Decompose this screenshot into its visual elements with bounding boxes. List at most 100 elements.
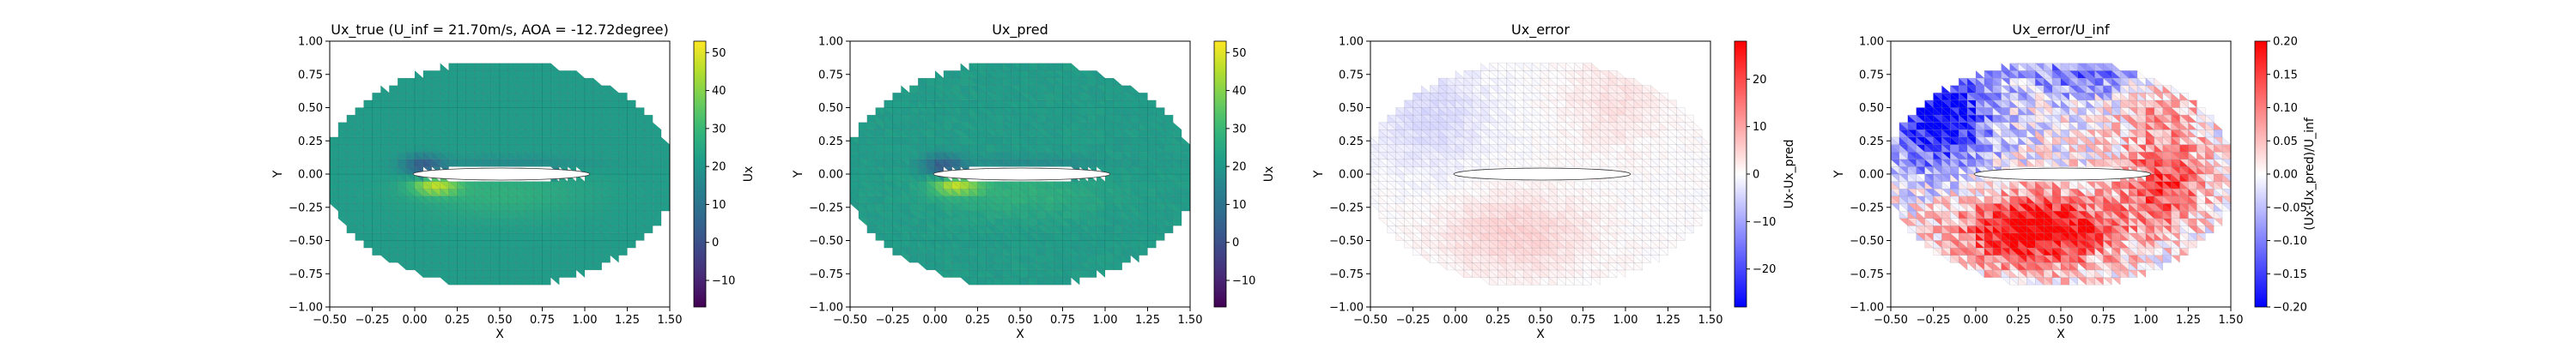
colorbar-tick-label: 40	[712, 85, 726, 98]
x-tick-label: 1.25	[615, 314, 640, 327]
x-tick-label: 0.25	[445, 314, 470, 327]
colorbar-tick-label: 50	[1232, 47, 1247, 60]
y-tick-label: −0.50	[809, 235, 843, 248]
x-tick-label: 1.00	[1093, 314, 1118, 327]
y-tick-label: −1.00	[1329, 302, 1364, 315]
y-tick-label: −0.25	[1329, 202, 1364, 214]
x-tick-label: 0.00	[923, 314, 948, 327]
x-tick-label: −0.25	[355, 314, 390, 327]
x-tick-label: −0.25	[876, 314, 910, 327]
panel-title: Ux_pred	[992, 21, 1048, 39]
colorbar	[693, 40, 707, 308]
y-tick-label: 0.25	[818, 135, 843, 148]
colorbar-tick-label: 50	[712, 47, 726, 60]
x-tick-label: −0.25	[1396, 314, 1431, 327]
colorbar-tick-label: −0.20	[2273, 302, 2307, 315]
y-tick-label: −0.75	[809, 268, 843, 281]
x-tick-label: 0.25	[965, 314, 990, 327]
y-axis-label: Y	[1832, 170, 1846, 178]
mesh-field	[329, 63, 671, 286]
airfoil-shape	[1453, 167, 1631, 181]
x-tick-label: 0.75	[2091, 314, 2116, 327]
y-tick-label: 0.25	[298, 135, 323, 148]
y-tick-label: 0.75	[818, 69, 843, 81]
plot-area: −0.50 −0.25 0.00 0.25 0.50 0.75 1.00 1.25 1.50 −1…	[809, 36, 1255, 328]
colorbar-tick-label: 0.05	[2273, 135, 2298, 148]
colorbar-tick-label: 30	[1232, 123, 1247, 135]
colorbar-tick-label: 10	[1753, 121, 1767, 134]
x-tick-label: −0.50	[313, 314, 347, 327]
y-tick-label: 0.00	[298, 169, 323, 182]
y-tick-label: 0.50	[1339, 102, 1364, 115]
x-axis-label: X	[1016, 328, 1024, 341]
y-tick-label: 0.75	[1859, 69, 1884, 81]
panel-title: Ux_error	[1511, 21, 1570, 39]
colorbar-tick-label: −0.10	[2273, 235, 2307, 248]
y-tick-label: 0.50	[298, 102, 323, 115]
colorbar	[2254, 40, 2268, 308]
x-tick-label: 1.50	[658, 314, 683, 327]
colorbar-tick-label: −0.15	[2273, 268, 2307, 281]
x-axis-label: X	[495, 328, 504, 341]
colorbar-tick-label: 30	[712, 123, 726, 135]
colorbar	[1213, 40, 1227, 308]
x-axis-label: X	[1536, 328, 1545, 341]
y-tick-label: 1.00	[298, 36, 323, 49]
panel-ux-error: Ux_error X Y Ux-Ux_pred −0.50 −0.25 0.00 0.…	[1312, 21, 1796, 341]
y-tick-label: −0.50	[1329, 235, 1364, 248]
mesh-field	[1370, 63, 1711, 286]
colorbar-tick-label: 10	[712, 199, 726, 212]
y-tick-label: −1.00	[809, 302, 843, 315]
y-tick-label: 1.00	[1859, 36, 1884, 49]
panel-ux-pred: Ux_pred X Y Ux −0.50 −0.25 0.00 0.25 0.50 0.7…	[792, 21, 1276, 341]
mesh-field	[1890, 63, 2232, 286]
plot-area: −0.50 −0.25 0.00 0.25 0.50 0.75 1.00 1.25 1.50 −1…	[289, 36, 735, 328]
colorbar-tick-label: 0.15	[2273, 69, 2298, 81]
colorbar	[1734, 40, 1747, 308]
panel-title: Ux_error/U_inf	[2012, 21, 2110, 39]
x-tick-label: 0.50	[1528, 314, 1553, 327]
x-tick-label: 1.00	[2134, 314, 2159, 327]
y-axis-label: Y	[1312, 170, 1326, 178]
y-tick-label: −0.50	[1850, 235, 1884, 248]
y-tick-label: 1.00	[818, 36, 843, 49]
colorbar-tick-label: −10	[1232, 275, 1255, 288]
y-tick-label: −0.25	[289, 202, 323, 214]
x-tick-label: 0.00	[1443, 314, 1468, 327]
colorbar-tick-label: 20	[712, 161, 726, 174]
x-tick-label: 0.50	[1008, 314, 1033, 327]
y-tick-label: 0.75	[1339, 69, 1364, 81]
y-tick-label: 1.00	[1339, 36, 1364, 49]
colorbar-tick-label: −20	[1753, 263, 1776, 276]
airfoil-shape	[1973, 167, 2152, 181]
y-axis-label: Y	[792, 170, 805, 178]
x-tick-label: 0.75	[530, 314, 555, 327]
x-tick-label: 1.00	[573, 314, 598, 327]
colorbar-tick-label: 0.20	[2273, 36, 2298, 49]
x-axis-label: X	[2057, 328, 2065, 341]
x-tick-label: 0.25	[2006, 314, 2031, 327]
plot-area: −0.50 −0.25 0.00 0.25 0.50 0.75 1.00 1.25 1.50 −1…	[1329, 36, 1776, 328]
x-tick-label: 1.25	[1135, 314, 1160, 327]
colorbar-tick-label: 10	[1232, 199, 1247, 212]
x-tick-label: −0.25	[1917, 314, 1951, 327]
y-tick-label: 0.00	[1859, 169, 1884, 182]
y-tick-label: −0.25	[1850, 202, 1884, 214]
x-tick-label: 0.00	[1964, 314, 1989, 327]
x-tick-label: −0.50	[833, 314, 867, 327]
x-tick-label: 0.75	[1050, 314, 1075, 327]
y-tick-label: 0.25	[1859, 135, 1884, 148]
plot-area: −0.50 −0.25 0.00 0.25 0.50 0.75 1.00 1.25 1.50 −1…	[1850, 36, 2307, 328]
panel-ux-true: Ux_true (U_inf = 21.70m/s, AOA = -12.72d…	[271, 21, 756, 341]
colorbar-tick-label: −10	[712, 275, 735, 288]
y-tick-label: −1.00	[289, 302, 323, 315]
x-tick-label: 1.25	[1656, 314, 1680, 327]
y-tick-label: 0.50	[818, 102, 843, 115]
x-tick-label: 0.00	[403, 314, 428, 327]
y-tick-label: −0.75	[289, 268, 323, 281]
y-tick-label: −0.50	[289, 235, 323, 248]
colorbar-tick-label: −0.05	[2273, 202, 2307, 214]
y-tick-label: 0.50	[1859, 102, 1884, 115]
y-tick-label: 0.00	[818, 169, 843, 182]
